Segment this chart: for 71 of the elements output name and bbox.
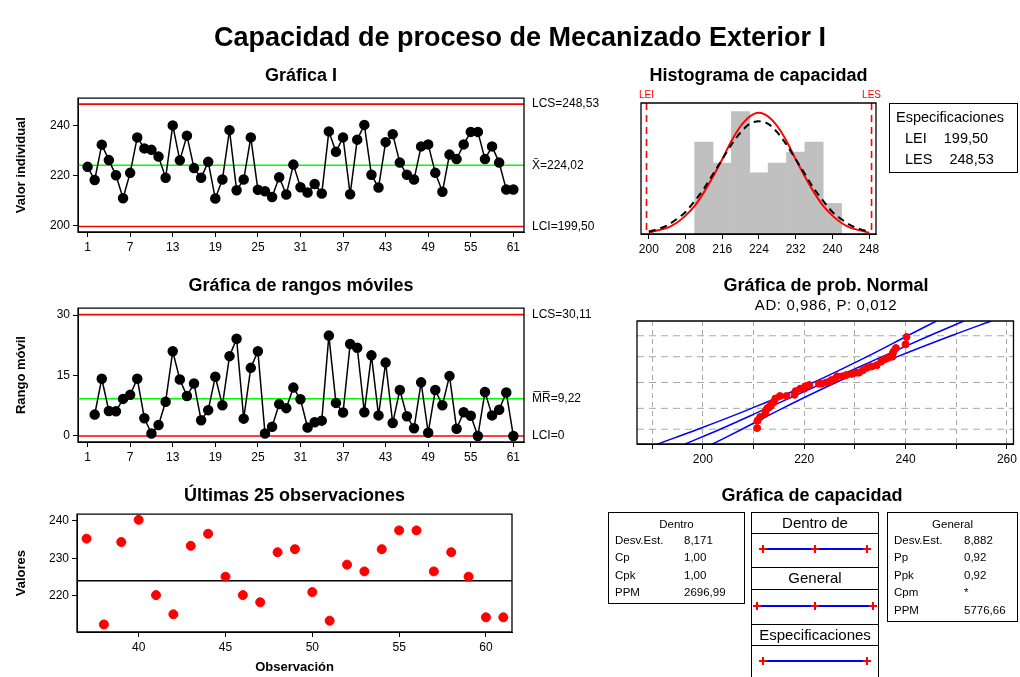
x-tick-label: 13 xyxy=(166,449,180,464)
x-tick-label: 240 xyxy=(895,451,916,466)
ref-line-label: LCI=199,50 xyxy=(532,218,595,233)
x-tick-label: 50 xyxy=(305,639,320,654)
x-tick-label: 37 xyxy=(336,449,351,464)
x-tick-label: 40 xyxy=(131,639,146,654)
x-tick-label: 60 xyxy=(479,639,493,654)
y-tick-label: 15 xyxy=(56,367,71,382)
x-tick-label: 208 xyxy=(675,241,696,256)
x-tick-label: 224 xyxy=(748,241,770,256)
chart-title: Gráfica de prob. Normal xyxy=(723,274,929,296)
y-tick-label: 30 xyxy=(56,307,71,322)
x-tick-label: 61 xyxy=(506,449,521,464)
ref-line-label: LCS=30,11 xyxy=(532,306,592,321)
ref-line-label: LCI=0 xyxy=(532,428,565,443)
ref-line-label: LEI xyxy=(639,88,655,100)
ref-line-label: X̄=224,02 xyxy=(532,157,585,172)
y-tick-label: 240 xyxy=(49,117,71,132)
chart-title: Gráfica I xyxy=(264,64,338,86)
x-tick-label: 31 xyxy=(293,239,308,254)
x-tick-label: 200 xyxy=(638,241,660,256)
y-axis-title: Valores xyxy=(13,549,29,597)
x-tick-label: 49 xyxy=(421,239,436,254)
x-tick-label: 25 xyxy=(251,239,265,254)
stats-table: Dentro Desv.Est. 8,171 Cp 1,00 Cpk 1,00 PPM 2696,99 xyxy=(608,512,745,604)
y-tick-label: 0 xyxy=(63,428,71,443)
y-tick-label: 220 xyxy=(48,588,70,603)
x-tick-label: 49 xyxy=(421,449,436,464)
x-tick-label: 240 xyxy=(822,241,843,256)
text: Gráfica de capacidad xyxy=(721,484,903,506)
ref-line-label: M̅R̅=9,22 xyxy=(532,391,582,406)
chart-subtitle: AD: 0,986, P: 0,012 xyxy=(754,296,898,314)
stats-table: General Desv.Est. 8,882 Pp 0,92 Ppk 0,92 Cpm * PPM 5776,66 xyxy=(887,512,1018,622)
y-tick-label: 220 xyxy=(49,167,71,182)
x-tick-label: 232 xyxy=(785,241,807,256)
x-tick-label: 43 xyxy=(378,239,393,254)
chart-title: Histograma de capacidad xyxy=(649,64,868,86)
text: Capacidad de proceso de Mecanizado Exterior I xyxy=(213,22,827,53)
x-tick-label: 55 xyxy=(392,639,407,654)
x-tick-label: 260 xyxy=(996,451,1018,466)
y-tick-label: 240 xyxy=(48,512,70,527)
x-tick-label: 216 xyxy=(712,241,733,256)
x-tick-label: 200 xyxy=(692,451,714,466)
info-box: Especificaciones LEI 199,50 LES 248,53 xyxy=(889,103,1018,173)
y-tick-label: 230 xyxy=(48,550,70,565)
x-tick-label: 13 xyxy=(166,239,180,254)
x-tick-label: 19 xyxy=(208,449,223,464)
x-tick-label: 1 xyxy=(84,449,92,464)
ref-line-label: LCS=248,53 xyxy=(532,96,600,111)
y-tick-label: 200 xyxy=(49,217,71,232)
x-tick-label: 31 xyxy=(293,449,308,464)
chart-title: Gráfica de rangos móviles xyxy=(188,274,414,296)
x-tick-label: 37 xyxy=(336,239,351,254)
x-tick-label: 45 xyxy=(218,639,233,654)
x-tick-label: 25 xyxy=(251,449,265,464)
x-axis-title: Observación xyxy=(255,658,334,674)
chart-title: Últimas 25 observaciones xyxy=(183,484,406,506)
x-tick-label: 61 xyxy=(506,239,521,254)
x-tick-label: 43 xyxy=(378,449,393,464)
x-tick-label: 55 xyxy=(464,239,478,254)
comparison-panel: Dentro de General Especificaciones xyxy=(751,512,879,677)
y-axis-title: Valor individual xyxy=(13,117,29,214)
x-tick-label: 7 xyxy=(126,239,134,254)
x-tick-label: 1 xyxy=(84,239,92,254)
x-tick-label: 7 xyxy=(126,449,134,464)
ref-line-label: LES xyxy=(862,88,882,100)
x-tick-label: 248 xyxy=(859,241,880,256)
x-tick-label: 55 xyxy=(464,449,478,464)
x-tick-label: 220 xyxy=(794,451,815,466)
x-tick-label: 19 xyxy=(208,239,223,254)
y-axis-title: Rango móvil xyxy=(13,336,29,415)
